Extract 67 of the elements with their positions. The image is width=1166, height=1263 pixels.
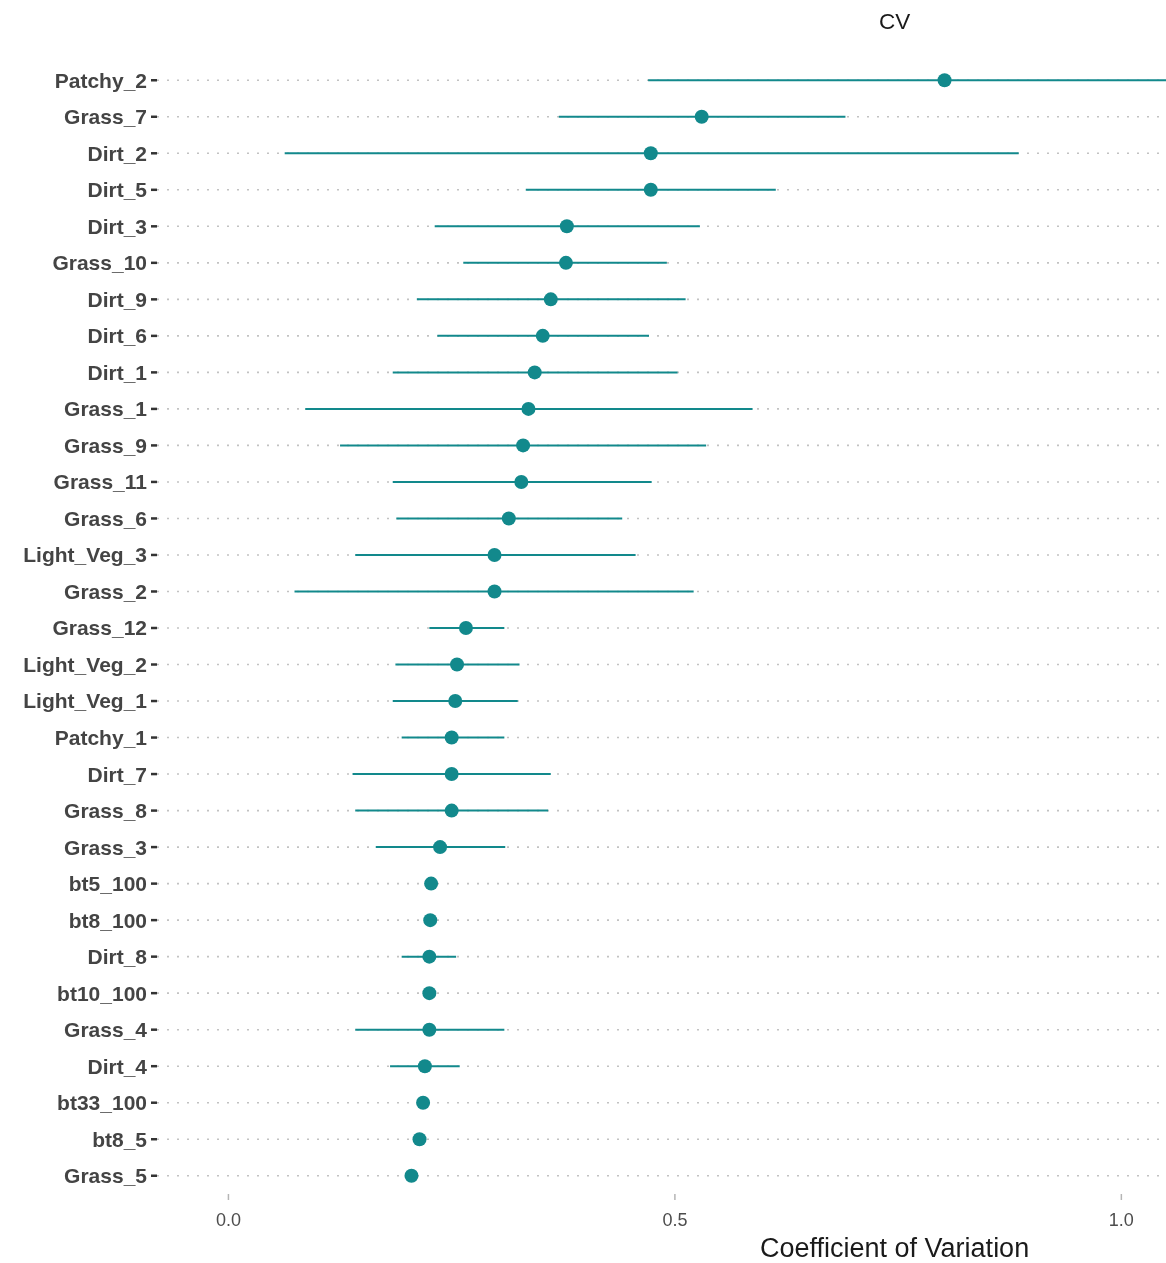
y-tick-label: Grass_11 (53, 470, 148, 494)
point (643, 182, 658, 197)
x-tick-label: 1.0 (1108, 1209, 1134, 1230)
point (404, 1168, 419, 1183)
point (527, 365, 542, 380)
point (444, 730, 459, 745)
point (694, 109, 709, 124)
point (458, 621, 473, 635)
y-tick-label: Patchy_1 (54, 726, 148, 749)
y-tick-label: Dirt_8 (87, 945, 148, 969)
point (433, 840, 448, 855)
y-tick-label: Dirt_9 (87, 287, 147, 311)
y-tick-label: Grass_12 (52, 616, 147, 640)
y-tick-label: Light_Veg_3 (23, 543, 147, 567)
x-axis-title: Coefficient of Variation (760, 1233, 1030, 1263)
point (424, 876, 439, 891)
y-tick-label: Dirt_1 (87, 360, 148, 384)
y-tick-label: Dirt_4 (87, 1054, 148, 1078)
point (412, 1132, 427, 1147)
y-tick-label: Dirt_5 (87, 178, 148, 202)
y-tick-label: bt8_5 (92, 1127, 148, 1151)
point (444, 803, 459, 818)
y-tick-label: Grass_7 (64, 105, 147, 129)
chart-title: CV (878, 8, 911, 36)
point (487, 547, 502, 562)
point (417, 1059, 432, 1074)
point (535, 328, 550, 343)
point (543, 292, 558, 307)
y-tick-label: Dirt_7 (87, 762, 147, 786)
point (423, 913, 438, 928)
y-tick-label: Grass_9 (64, 433, 147, 457)
y-tick-label: Grass_5 (64, 1164, 148, 1188)
y-tick-label: Dirt_2 (87, 141, 147, 165)
x-tick-label: 0.0 (215, 1209, 241, 1230)
x-tick-label: 0.5 (662, 1209, 688, 1230)
y-tick-label: bt33_100 (57, 1091, 147, 1115)
y-tick-label: Grass_10 (52, 251, 147, 275)
point (422, 1022, 437, 1037)
y-tick-label: Grass_8 (64, 799, 148, 823)
point (416, 1095, 431, 1110)
y-tick-label: Grass_1 (64, 397, 148, 421)
y-tick-label: Dirt_6 (87, 324, 147, 348)
point (521, 401, 536, 416)
point (448, 694, 463, 709)
y-tick-label: bt10_100 (57, 981, 147, 1005)
y-tick-label: Grass_6 (64, 506, 147, 530)
point (450, 657, 465, 672)
point (422, 986, 437, 1001)
y-tick-label: Light_Veg_1 (23, 689, 148, 713)
point (501, 511, 516, 526)
y-tick-label: Patchy_2 (54, 68, 147, 92)
y-tick-label: Grass_2 (64, 579, 147, 603)
point (514, 474, 529, 489)
point (559, 219, 574, 234)
y-tick-label: Dirt_3 (87, 214, 147, 238)
y-tick-label: Grass_3 (64, 835, 147, 859)
y-tick-label: Light_Veg_2 (23, 652, 147, 676)
point (422, 949, 437, 964)
y-tick-label: bt5_100 (68, 872, 147, 896)
point (643, 146, 658, 161)
y-tick-label: bt8_100 (68, 908, 147, 932)
point (444, 767, 459, 782)
y-tick-label: Grass_4 (64, 1018, 148, 1042)
point (516, 438, 531, 453)
point (558, 255, 573, 270)
point (487, 584, 502, 599)
point (937, 73, 952, 88)
